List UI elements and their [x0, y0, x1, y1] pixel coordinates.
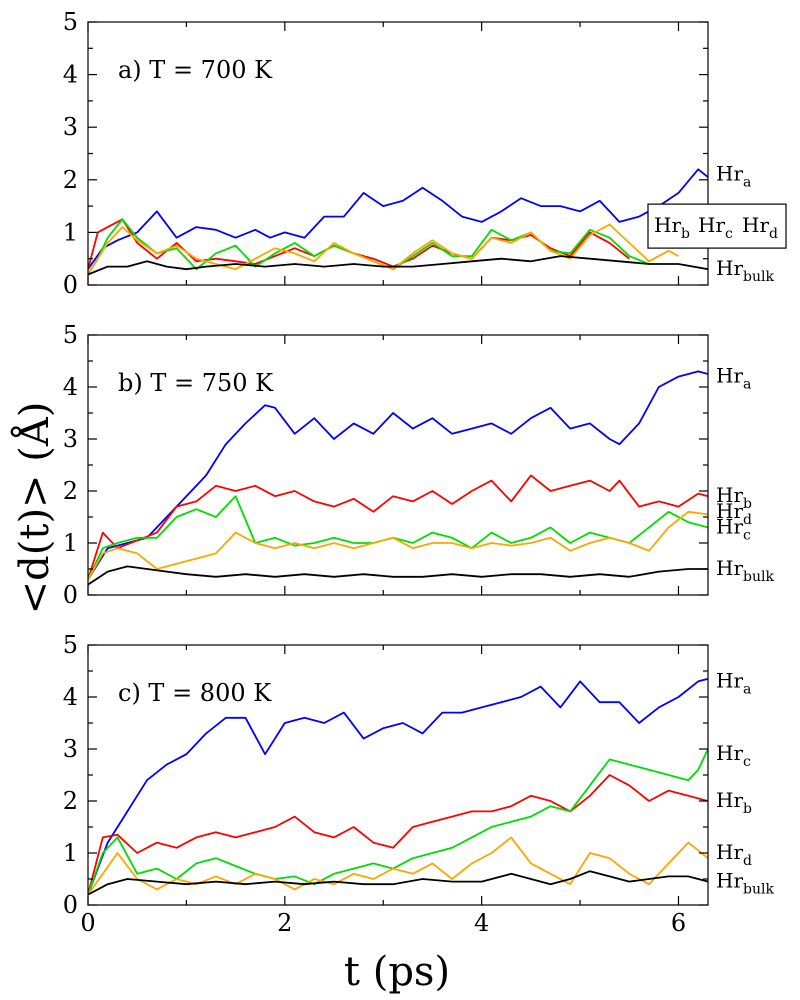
y-tick-label: 0	[63, 891, 78, 919]
series-line-hr-bulk	[88, 255, 708, 276]
series-label-hr-b: Hrb	[716, 483, 752, 512]
series-line-hr-c	[88, 748, 708, 895]
legend-entry-c: Hrc	[698, 213, 733, 242]
series-label-hr-c: Hrc	[716, 741, 751, 770]
series-line-hr-a	[88, 168, 708, 270]
y-tick-label: 1	[63, 529, 78, 557]
series-label-hr-d: Hrd	[716, 499, 752, 528]
series-line-hr-c	[88, 495, 708, 580]
series-label-hr-bulk: Hrbulk	[716, 256, 774, 285]
y-tick-label: 4	[63, 683, 78, 711]
series-label-hr-a: Hra	[716, 364, 751, 393]
x-tick-label: 0	[80, 909, 95, 937]
series-line-hr-bulk	[88, 565, 708, 586]
y-tick-label: 0	[63, 271, 78, 299]
y-tick-label: 2	[63, 166, 78, 194]
series-label-hr-c: Hrc	[716, 514, 751, 543]
series-label-hr-bulk: Hrbulk	[716, 556, 774, 585]
y-tick-label: 5	[63, 8, 78, 36]
y-tick-label: 2	[63, 477, 78, 505]
series-line-hr-d	[88, 510, 708, 580]
y-tick-label: 2	[63, 787, 78, 815]
y-tick-label: 3	[63, 425, 78, 453]
y-tick-label: 5	[63, 321, 78, 349]
y-tick-label: 3	[63, 113, 78, 141]
panel-title: a) T = 700 K	[118, 56, 273, 84]
x-tick-label: 6	[671, 909, 686, 937]
y-tick-label: 1	[63, 218, 78, 246]
y-tick-label: 1	[63, 839, 78, 867]
y-tick-label: 5	[63, 631, 78, 659]
series-group	[88, 370, 708, 586]
panel-title: c) T = 800 K	[118, 679, 272, 707]
series-label-hr-a: Hra	[716, 668, 751, 697]
x-tick-label: 2	[277, 909, 292, 937]
legend-entry-d: Hrd	[742, 213, 778, 242]
panel-1: 0 1 2 3 4 5 a) T = 700 K Hra Hrbulk Hrb Hrc Hrd	[63, 8, 787, 299]
series-line-hr-a	[88, 677, 708, 895]
series-line-hr-bulk	[88, 870, 708, 896]
y-tick-label: 4	[63, 61, 78, 89]
series-label-hr-a: Hra	[716, 162, 751, 191]
series-label-hr-d: Hrd	[716, 840, 752, 869]
x-axis-label: t (ps)	[344, 949, 450, 995]
y-tick-label: 3	[63, 735, 78, 763]
series-line-hr-b	[88, 474, 708, 580]
series-line-hr-d	[88, 223, 679, 275]
panel-title: b) T = 750 K	[118, 369, 274, 397]
y-axis-label: <d(t)> (Å)	[11, 402, 58, 615]
series-line-hr-b	[88, 774, 708, 895]
series-line-hr-a	[88, 370, 708, 580]
series-label-hr-bulk: Hrbulk	[716, 869, 774, 898]
series-group	[88, 168, 708, 276]
series-line-hr-d	[88, 836, 708, 896]
legend-box: Hrb Hrc Hrd	[647, 203, 787, 249]
x-tick-label: 4	[474, 909, 489, 937]
series-label-hr-b: Hrb	[716, 788, 752, 817]
legend-entry-b: Hrb	[654, 213, 690, 242]
series-group	[88, 677, 708, 896]
y-tick-label: 4	[63, 373, 78, 401]
y-tick-label: 0	[63, 581, 78, 609]
